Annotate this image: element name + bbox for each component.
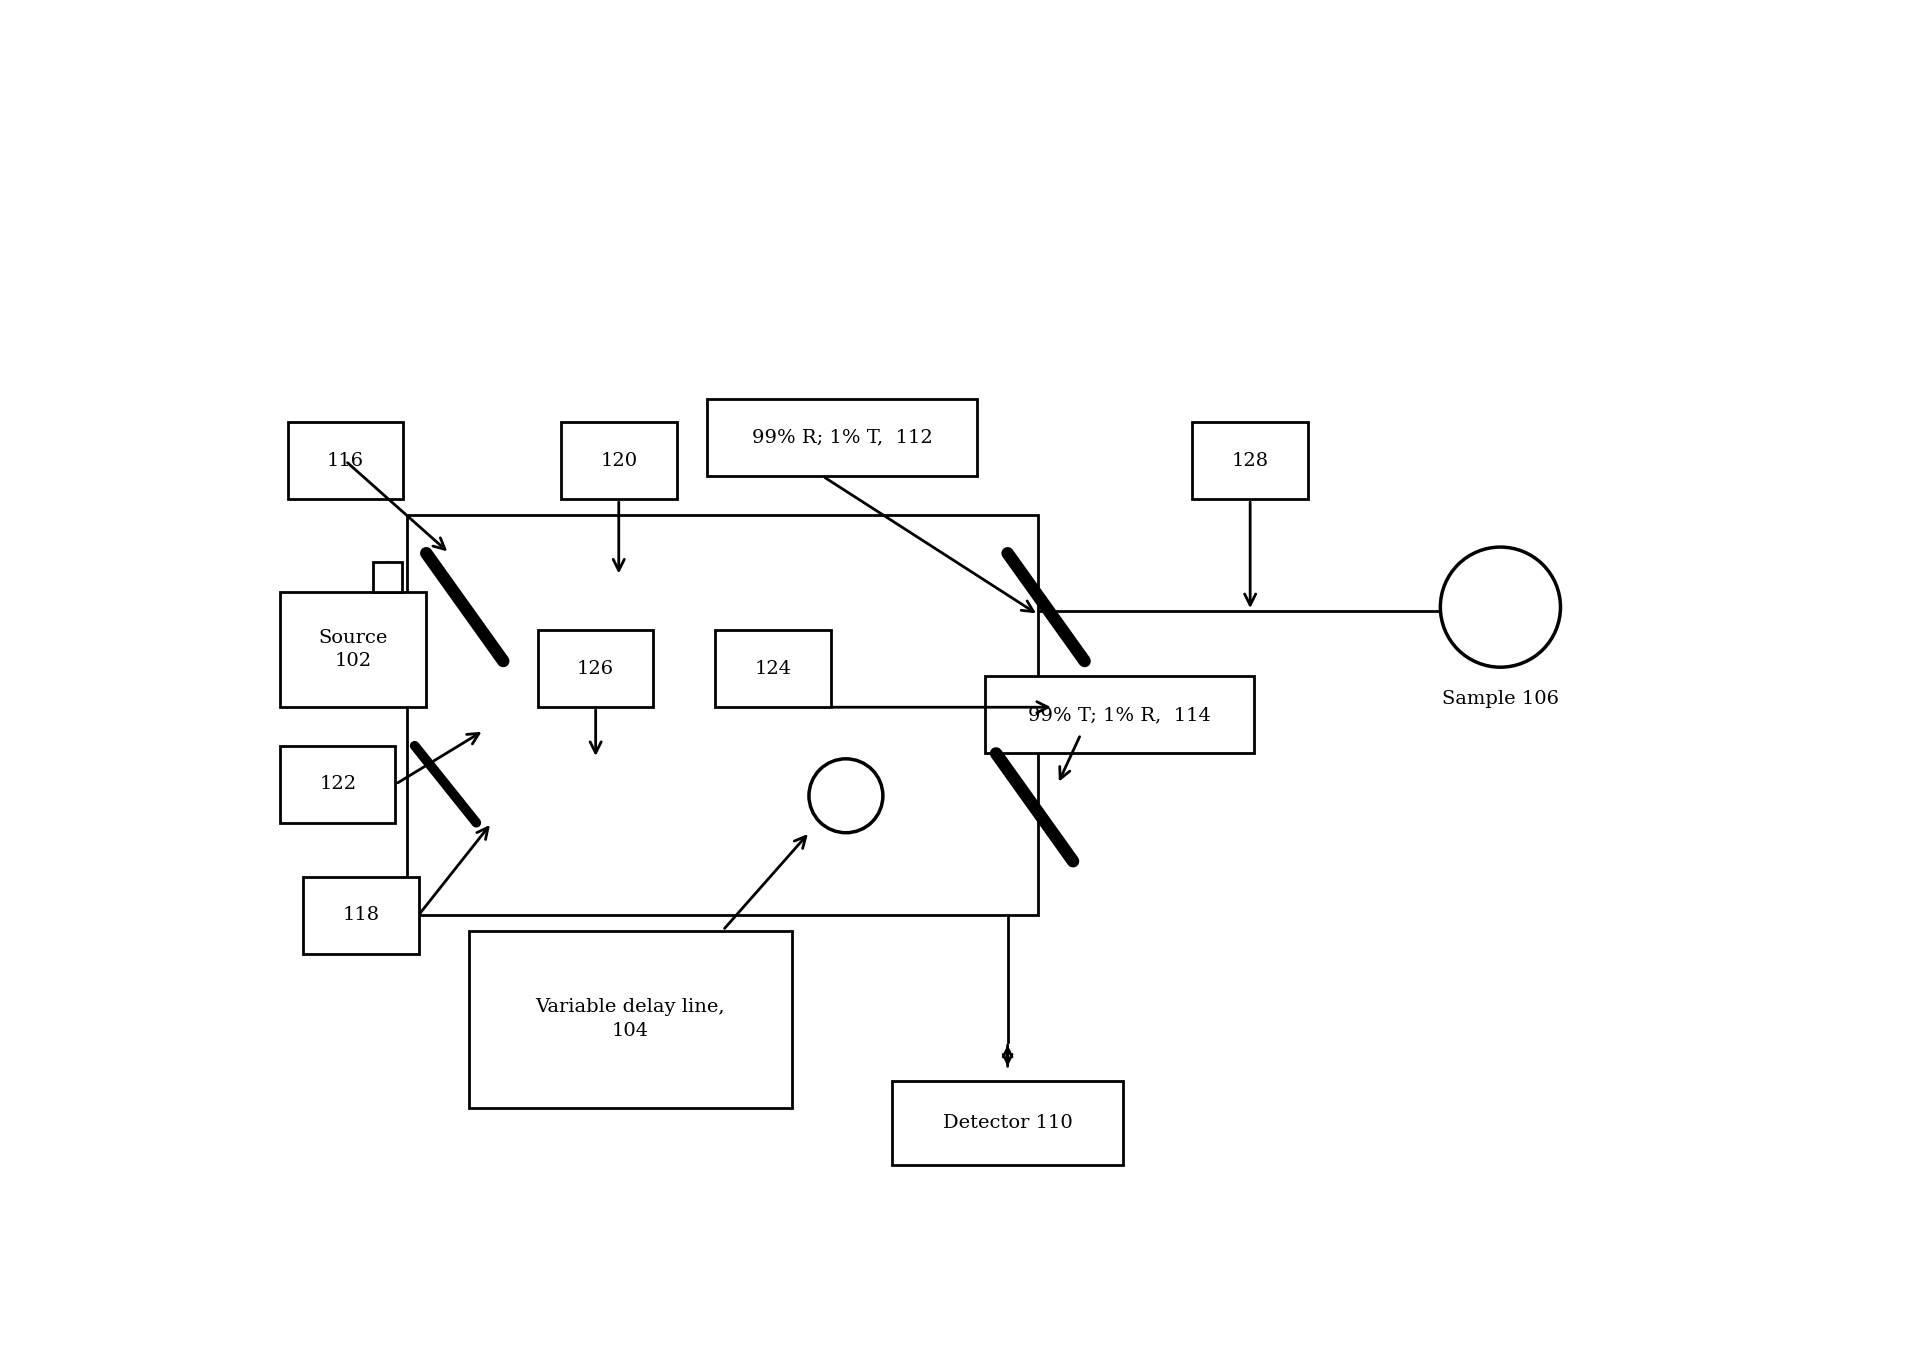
Text: Variable delay line,
104: Variable delay line, 104 [535, 999, 725, 1039]
Bar [288, 422, 404, 499]
Bar [538, 630, 654, 707]
Bar [708, 399, 977, 476]
Text: 99% T; 1% R,  114: 99% T; 1% R, 114 [1027, 706, 1210, 723]
Bar [281, 592, 427, 707]
Text: 124: 124 [754, 660, 790, 677]
Bar [715, 630, 831, 707]
Bar [985, 676, 1254, 753]
Bar [892, 1080, 1123, 1166]
Text: 120: 120 [600, 452, 637, 470]
Bar [1192, 422, 1308, 499]
Bar [281, 746, 396, 822]
Bar [304, 877, 419, 954]
Text: 128: 128 [1231, 452, 1267, 470]
Text: 99% R; 1% T,  112: 99% R; 1% T, 112 [752, 429, 933, 446]
Bar [373, 562, 402, 592]
Bar [408, 514, 1038, 915]
Text: 118: 118 [342, 906, 379, 924]
Bar [469, 931, 792, 1107]
Text: 126: 126 [577, 660, 613, 677]
Text: Detector 110: Detector 110 [942, 1114, 1071, 1132]
Text: 122: 122 [319, 775, 356, 794]
Bar [562, 422, 677, 499]
Text: 116: 116 [327, 452, 363, 470]
Text: Source
102: Source 102 [319, 628, 388, 670]
Text: Sample 106: Sample 106 [1440, 691, 1558, 708]
